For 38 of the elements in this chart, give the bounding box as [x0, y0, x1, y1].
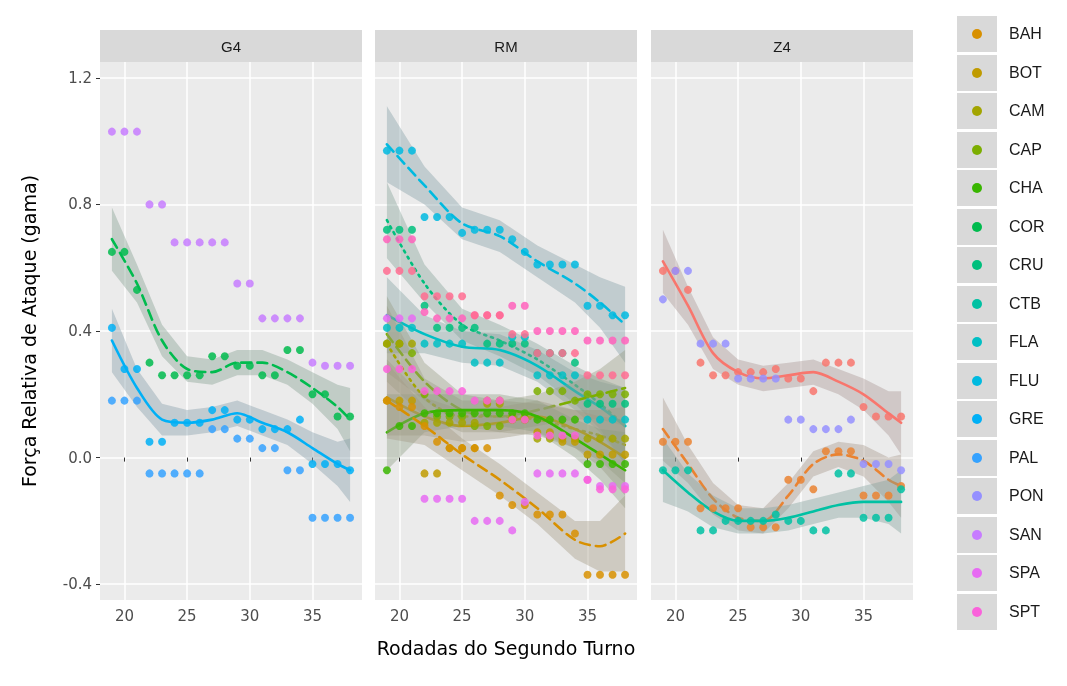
chart-title: Z4	[651, 30, 913, 62]
legend-label: FLA	[1009, 333, 1039, 352]
y-tick-label: 0.8	[68, 195, 92, 214]
legend-label: PAL	[1009, 448, 1039, 467]
legend-label: BOT	[1009, 63, 1042, 82]
y-tick-label: 0.4	[68, 322, 92, 340]
legend-label: COR	[1009, 217, 1045, 236]
x-tick-label: 20	[389, 606, 409, 625]
chart-title: G4	[100, 30, 362, 62]
y-tick-label: 0.0	[68, 448, 92, 467]
legend-label: SPT	[1009, 602, 1041, 621]
legend-label: SAN	[1009, 525, 1042, 544]
legend-label: FLU	[1009, 371, 1040, 390]
x-tick-label: 35	[577, 606, 598, 625]
x-tick-label: 25	[452, 606, 472, 625]
legend-label: CAM	[1009, 102, 1045, 121]
legend-label: BAH	[1009, 25, 1042, 44]
legend-label: SPA	[1009, 564, 1040, 583]
y-axis-title: Força Relativa de Ataque (gama)	[17, 174, 40, 488]
x-tick-label: 35	[302, 606, 323, 625]
y-tick-label: 1.2	[68, 68, 92, 87]
x-tick-label: 30	[515, 606, 535, 625]
x-axis-title: Rodadas do Segundo Turno	[376, 636, 636, 659]
y-tick-label: -0.4	[62, 575, 92, 594]
x-tick-label: 25	[177, 606, 197, 625]
x-tick-label: 30	[791, 606, 811, 625]
chart-title: RM	[375, 30, 637, 62]
x-tick-label: 30	[240, 606, 260, 625]
legend-label: CRU	[1009, 256, 1044, 275]
legend-label: GRE	[1009, 410, 1044, 429]
legend-label: PON	[1009, 487, 1044, 506]
x-tick-label: 20	[114, 606, 134, 625]
x-tick-label: 25	[728, 606, 748, 625]
x-tick-label: 20	[665, 606, 685, 625]
legend-label: CAP	[1009, 140, 1042, 159]
legend-label: CTB	[1009, 294, 1041, 313]
x-tick-label: 35	[853, 606, 874, 625]
legend-label: CHA	[1009, 179, 1043, 198]
